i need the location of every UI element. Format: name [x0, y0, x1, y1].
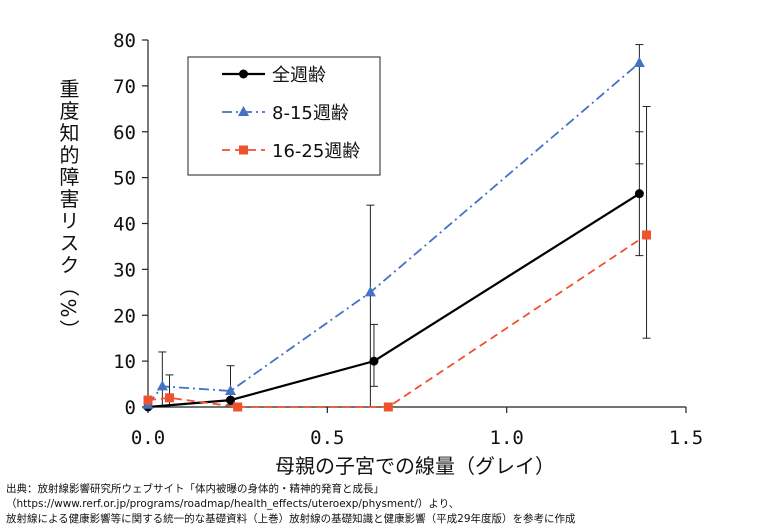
series-markers: [142, 56, 652, 412]
data-point: [633, 56, 645, 67]
y-tick-label: 0: [125, 397, 136, 419]
source-note: 出典：放射線影響研究所ウェブサイト「体内被曝の身体的・精神的発育と成長」 （ht…: [6, 482, 762, 527]
x-axis-title: 母親の子宮での線量（グレイ）: [275, 454, 555, 478]
y-axis-title: 重度知的障害リスク（%）: [56, 78, 80, 341]
y-tick-label: 70: [113, 76, 136, 98]
x-tick-label: 1.0: [490, 427, 524, 449]
series-line-1: [147, 192, 640, 409]
data-point: [233, 402, 243, 412]
series-lines: [147, 62, 648, 409]
y-tick-label: 80: [113, 30, 136, 52]
source-line-1: 出典：放射線影響研究所ウェブサイト「体内被曝の身体的・精神的発育と成長」: [6, 483, 384, 495]
data-point: [224, 384, 236, 395]
x-axis-ticks: 0.0 0.5 1.0 1.5: [131, 407, 703, 449]
risk-chart: 0 10 20 30 40 50 60 70 80 0.0 0.5 1.0 1.5 母親の子宮での線量…: [56, 30, 703, 478]
data-point: [369, 356, 379, 366]
y-tick-label: 30: [113, 259, 136, 281]
y-tick-label: 20: [113, 305, 136, 327]
x-tick-label: 0.5: [310, 427, 344, 449]
source-line-3: 放射線による健康影響等に関する統一的な基礎資料（上巻）放射線の基礎知識と健康影響…: [6, 513, 576, 525]
legend-box: [187, 56, 381, 176]
data-point: [364, 286, 376, 297]
data-point: [383, 402, 393, 412]
data-point: [156, 380, 168, 391]
legend-marker: [239, 69, 248, 79]
y-axis-ticks: 0 10 20 30 40 50 60 70 80: [113, 30, 148, 419]
y-tick-label: 50: [113, 168, 136, 190]
series-line-3: [147, 234, 648, 408]
y-tick-label: 40: [113, 214, 136, 236]
x-tick-label: 1.5: [669, 427, 703, 449]
x-tick-label: 0.0: [131, 427, 165, 449]
source-line-2: （https://www.rerf.or.jp/programs/roadmap…: [6, 498, 460, 510]
y-tick-label: 60: [113, 122, 136, 144]
legend-label: 8-15週齢: [272, 103, 349, 124]
series-line-2: [147, 62, 640, 406]
data-point: [634, 189, 644, 199]
data-point: [143, 395, 153, 405]
legend: 全週齢 8-15週齢 16-25週齢: [187, 56, 381, 176]
legend-label: 16-25週齢: [272, 141, 360, 162]
data-point: [225, 395, 235, 405]
legend-marker: [238, 106, 249, 116]
data-point: [165, 393, 175, 403]
data-point: [642, 230, 652, 240]
legend-label: 全週齢: [272, 65, 326, 86]
legend-marker: [239, 145, 248, 155]
y-tick-label: 10: [113, 351, 136, 373]
